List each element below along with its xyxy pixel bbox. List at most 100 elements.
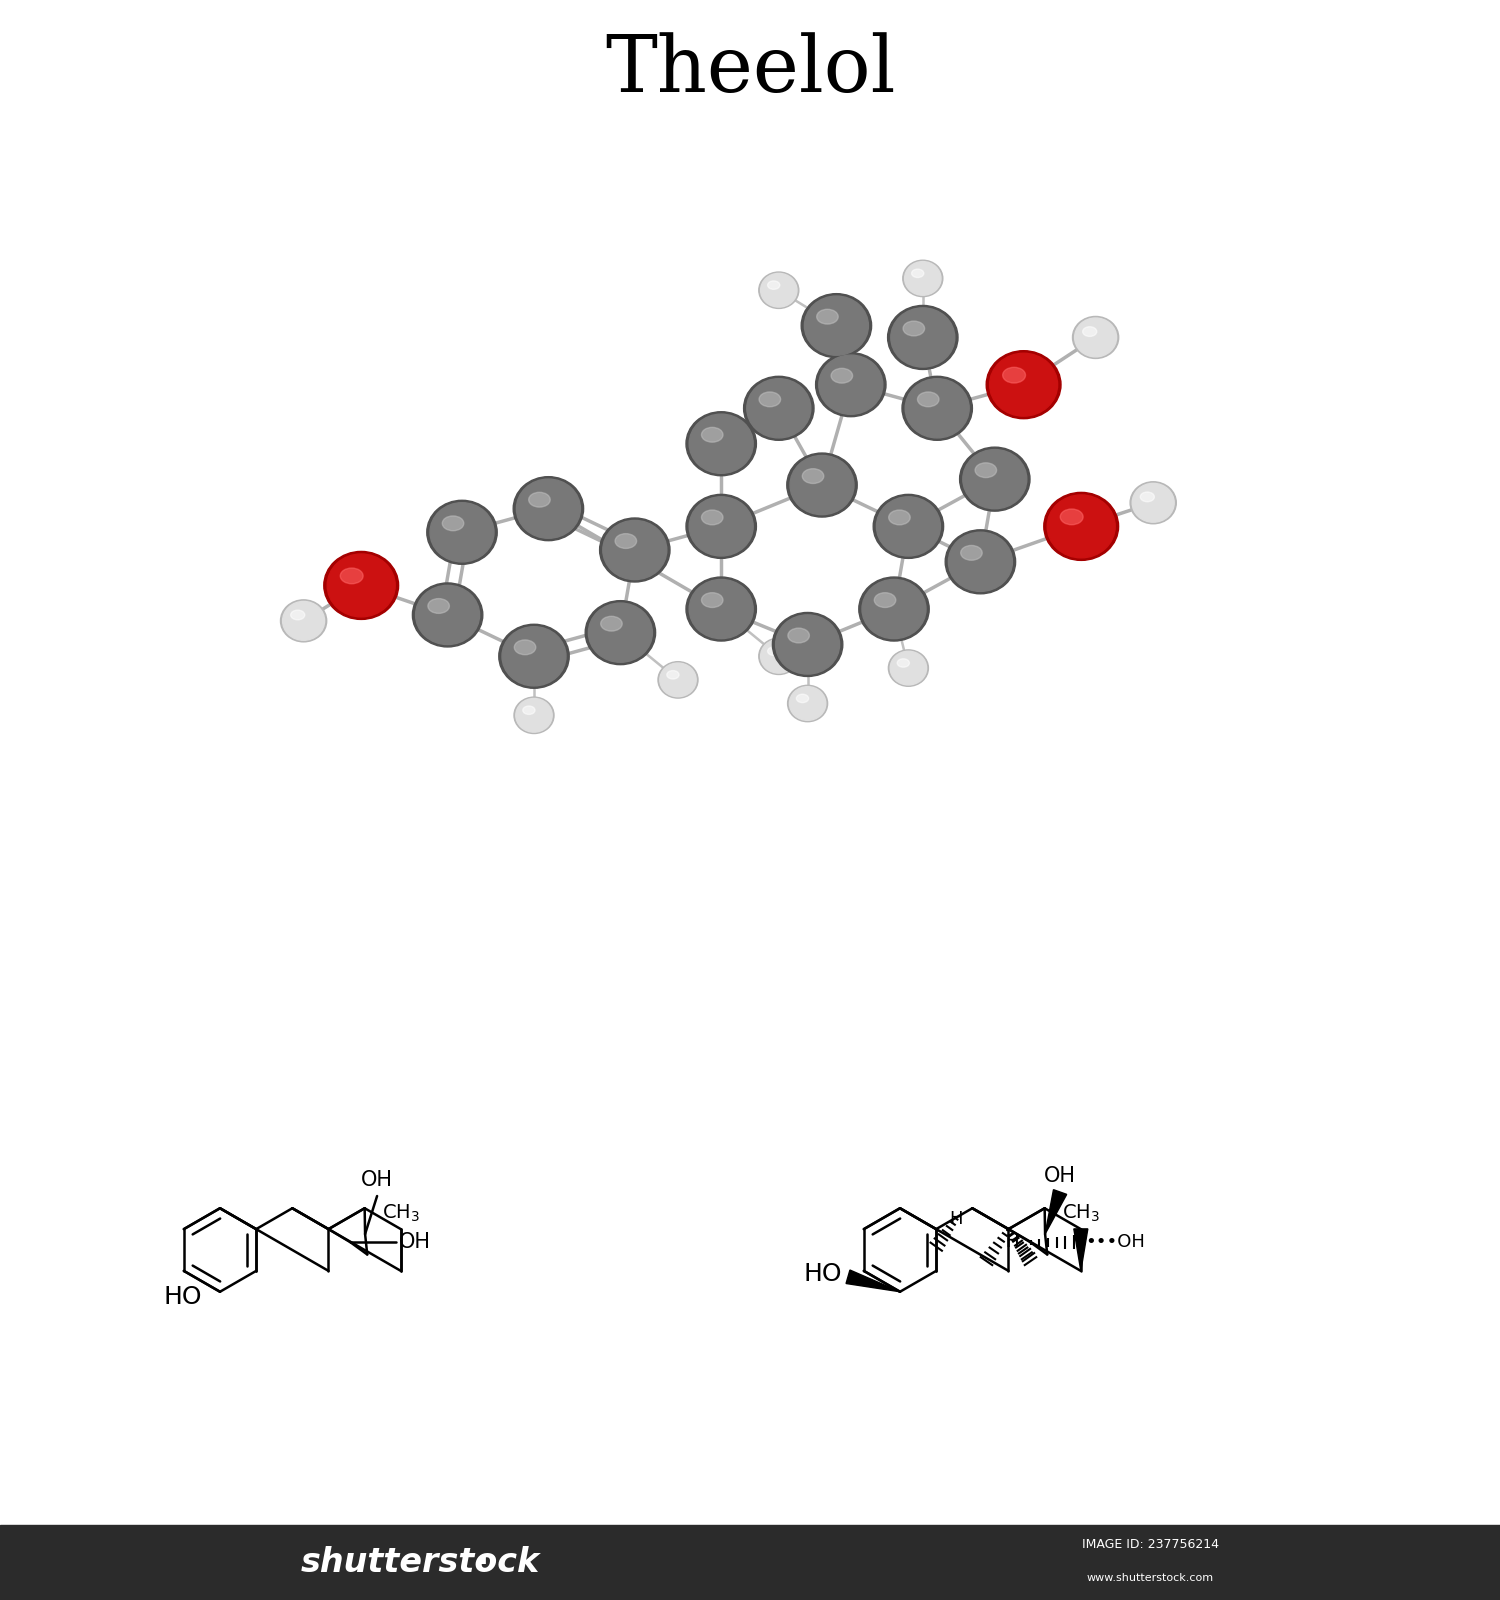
Ellipse shape [789,686,826,720]
Polygon shape [1074,1229,1088,1270]
Ellipse shape [831,368,852,382]
Ellipse shape [796,694,808,702]
Ellipse shape [768,646,780,656]
Ellipse shape [759,392,780,406]
Ellipse shape [819,355,884,414]
Text: OH: OH [399,1232,430,1253]
Ellipse shape [948,533,1012,592]
Ellipse shape [918,392,939,406]
Ellipse shape [876,496,940,555]
Polygon shape [846,1270,900,1291]
Ellipse shape [524,706,536,715]
Ellipse shape [888,306,958,370]
Ellipse shape [442,515,464,531]
Ellipse shape [588,603,652,662]
Ellipse shape [615,534,636,549]
Ellipse shape [668,670,680,678]
Text: OH: OH [1044,1166,1076,1186]
Ellipse shape [513,477,584,541]
Ellipse shape [585,600,656,664]
Ellipse shape [873,494,944,558]
Ellipse shape [1002,368,1026,382]
Ellipse shape [1044,493,1119,560]
Text: H: H [1005,1234,1019,1251]
Ellipse shape [747,379,812,438]
Ellipse shape [516,478,580,538]
Ellipse shape [776,614,840,674]
Text: Theelol: Theelol [604,32,896,107]
Ellipse shape [1074,318,1116,357]
Text: shutterstock: shutterstock [300,1546,540,1579]
Ellipse shape [688,579,753,638]
Ellipse shape [658,662,698,698]
Text: CH$_3$: CH$_3$ [1062,1203,1100,1224]
Ellipse shape [516,699,552,733]
Ellipse shape [327,554,394,618]
Ellipse shape [772,613,843,677]
Ellipse shape [1060,509,1083,525]
Polygon shape [1046,1190,1066,1234]
Text: ·: · [476,1544,490,1581]
Ellipse shape [427,501,496,565]
Ellipse shape [904,379,969,438]
Text: HO: HO [164,1285,202,1309]
Ellipse shape [1072,317,1119,358]
Text: OH: OH [362,1170,393,1190]
Ellipse shape [340,568,363,584]
Ellipse shape [514,640,535,654]
Ellipse shape [291,610,304,619]
Ellipse shape [768,282,780,290]
Text: CH$_3$: CH$_3$ [382,1203,420,1224]
Text: H: H [1005,1234,1019,1251]
Ellipse shape [760,640,796,674]
Ellipse shape [600,518,670,582]
Ellipse shape [788,629,810,643]
Ellipse shape [975,462,996,477]
Ellipse shape [324,552,399,619]
Ellipse shape [804,296,868,355]
Ellipse shape [503,627,566,686]
Ellipse shape [702,427,723,442]
Ellipse shape [686,411,756,475]
Ellipse shape [788,453,856,517]
Ellipse shape [960,446,1030,510]
Ellipse shape [897,659,909,667]
Ellipse shape [790,456,853,515]
Ellipse shape [600,616,622,630]
Bar [0,1525,1500,1600]
Ellipse shape [990,354,1058,416]
Ellipse shape [744,376,814,440]
Ellipse shape [890,651,927,685]
Ellipse shape [280,600,327,642]
Ellipse shape [816,352,886,416]
Ellipse shape [945,530,1016,594]
Ellipse shape [528,493,550,507]
Ellipse shape [1130,482,1176,523]
Ellipse shape [802,469,824,483]
Ellipse shape [903,322,924,336]
Ellipse shape [688,496,753,555]
Ellipse shape [888,650,928,686]
Ellipse shape [759,638,800,675]
Text: H: H [950,1210,963,1227]
Ellipse shape [1047,494,1114,558]
Text: HO: HO [804,1262,842,1286]
Ellipse shape [430,502,494,562]
Ellipse shape [963,450,1028,509]
Ellipse shape [686,578,756,642]
Ellipse shape [514,698,554,733]
Ellipse shape [888,510,910,525]
Ellipse shape [416,586,480,645]
Ellipse shape [960,546,982,560]
Ellipse shape [686,494,756,558]
Ellipse shape [660,662,696,696]
Ellipse shape [816,309,839,325]
Ellipse shape [702,592,723,608]
Ellipse shape [1132,483,1174,522]
Ellipse shape [1083,326,1096,336]
Ellipse shape [986,350,1060,419]
Ellipse shape [904,261,940,296]
Ellipse shape [903,261,944,296]
Ellipse shape [859,578,928,642]
Ellipse shape [759,272,800,309]
